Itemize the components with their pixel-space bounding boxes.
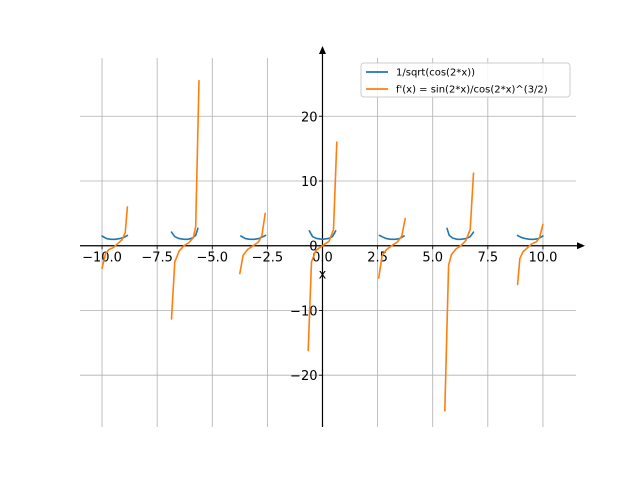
y-tick-label: −10 (290, 304, 317, 319)
legend: 1/sqrt(cos(2*x)) f'(x) = sin(2*x)/cos(2*x… (360, 62, 571, 98)
x-tick-label: 5.0 (422, 251, 443, 266)
y-axis-arrow (318, 46, 326, 54)
series-2-segment (170, 79, 200, 320)
series-1-segment (170, 227, 199, 241)
series-1-segment (240, 234, 267, 241)
series-2-segment (307, 141, 338, 352)
x-tick-label: −5.0 (196, 251, 228, 266)
series-group (101, 79, 544, 412)
legend-label: 1/sqrt(cos(2*x)) (396, 68, 475, 79)
series-1-segment (308, 230, 337, 241)
ticks: −10.0 −7.5 −5.0 −2.5 0.0 2.5 5.0 7.5 10.0−20−100… (82, 110, 557, 384)
x-tick-label: −7.5 (141, 251, 173, 266)
x-tick-label: 0.0 (312, 251, 333, 266)
x-axis-arrow (577, 242, 585, 250)
legend-box (360, 62, 571, 98)
y-tick-label: −20 (290, 369, 317, 384)
x-tick-label: −10.0 (82, 251, 122, 266)
series-2-segment (516, 223, 544, 286)
legend-label: f'(x) = sin(2*x)/cos(2*x)^(3/2) (396, 85, 548, 96)
series-2-segment (239, 212, 266, 275)
x-tick-label: 10.0 (528, 251, 557, 266)
series-1-segment (446, 227, 475, 241)
series-2-segment (444, 172, 475, 412)
x-tick-label: 7.5 (477, 251, 498, 266)
series-2-segment (377, 217, 406, 279)
y-tick-label: 0 (309, 240, 317, 255)
x-axis-label: x (319, 268, 327, 283)
y-tick-label: 20 (301, 110, 318, 125)
y-tick-label: 10 (301, 175, 318, 190)
series-1-segment (101, 234, 129, 241)
x-tick-label: −2.5 (252, 251, 284, 266)
series-2-segment (101, 206, 129, 270)
